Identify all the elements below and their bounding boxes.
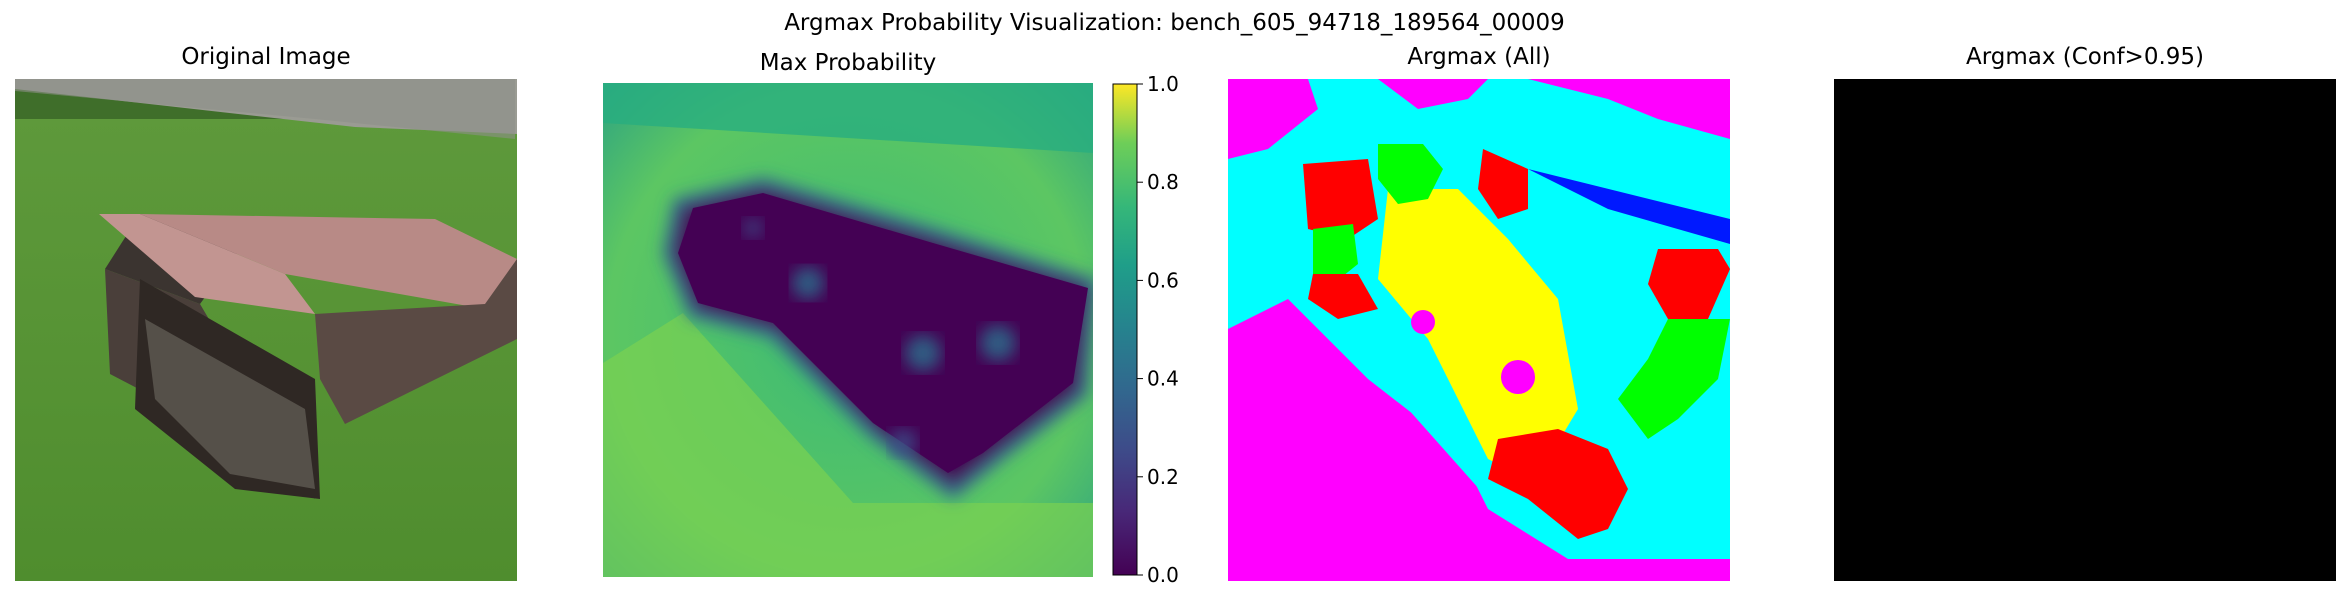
- segment-magenta: [1228, 299, 1730, 581]
- colorbar-tick-label: 0.4: [1147, 367, 1179, 391]
- argmax-all-map: [1228, 79, 1730, 581]
- bench-photo: [15, 79, 517, 581]
- panel-title-argmax-conf: Argmax (Conf>0.95): [1965, 44, 2205, 70]
- panel-title-original-image: Original Image: [181, 44, 351, 70]
- colorbar: 0.0 0.2 0.4 0.6 0.8 1.0: [1112, 72, 1179, 587]
- colorbar-tick-label: 0.8: [1147, 170, 1179, 194]
- probability-map: [603, 83, 1093, 577]
- argmax-conf-map: [1834, 79, 2336, 581]
- colorbar-tick-label: 0.2: [1147, 465, 1179, 489]
- colorbar-gradient: [1112, 83, 1138, 576]
- figure-suptitle: Argmax Probability Visualization: bench_…: [784, 10, 1565, 36]
- segmentation-map: [1228, 79, 1730, 581]
- panel-title-max-probability: Max Probability: [759, 50, 937, 76]
- segment-red: [1488, 429, 1628, 539]
- colorbar-tick-label: 0.6: [1147, 268, 1179, 292]
- colorbar-tick-label: 0.0: [1147, 563, 1179, 587]
- segment-yellow: [1378, 189, 1578, 479]
- max-probability-heatmap: [603, 83, 1093, 577]
- original-image: [15, 79, 517, 581]
- colorbar-tick-label: 1.0: [1147, 72, 1179, 96]
- panel-title-argmax-all: Argmax (All): [1407, 44, 1551, 70]
- colorbar-ticks: 0.0 0.2 0.4 0.6 0.8 1.0: [1137, 72, 1179, 587]
